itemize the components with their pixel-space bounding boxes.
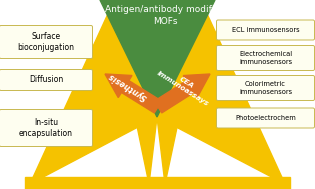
Text: Synthesis: Synthesis: [107, 70, 149, 101]
Text: CEA
immunoassays: CEA immunoassays: [156, 64, 214, 108]
FancyBboxPatch shape: [216, 46, 314, 70]
Polygon shape: [154, 74, 210, 113]
Polygon shape: [100, 0, 215, 117]
Polygon shape: [105, 74, 162, 113]
Text: In-situ
encapsulation: In-situ encapsulation: [19, 118, 73, 138]
Polygon shape: [25, 177, 290, 189]
Polygon shape: [157, 5, 285, 184]
FancyBboxPatch shape: [0, 70, 93, 91]
FancyBboxPatch shape: [0, 26, 93, 59]
Text: Diffusion: Diffusion: [29, 75, 63, 84]
Text: Antigen/antibody modified: Antigen/antibody modified: [105, 5, 226, 15]
Text: Colorimetric
immunosensors: Colorimetric immunosensors: [239, 81, 292, 94]
Text: MOFs: MOFs: [153, 18, 177, 26]
Text: Electrochemical
immunosensors: Electrochemical immunosensors: [239, 51, 292, 64]
FancyBboxPatch shape: [216, 108, 314, 128]
Text: Surface
bioconjugation: Surface bioconjugation: [18, 32, 75, 52]
Polygon shape: [157, 5, 203, 184]
Polygon shape: [30, 5, 157, 184]
FancyBboxPatch shape: [0, 109, 93, 146]
FancyBboxPatch shape: [216, 75, 314, 101]
Text: Photoelectrochem: Photoelectrochem: [235, 115, 296, 121]
FancyBboxPatch shape: [216, 20, 314, 40]
Polygon shape: [112, 5, 157, 184]
Text: ECL immunosensors: ECL immunosensors: [232, 27, 299, 33]
